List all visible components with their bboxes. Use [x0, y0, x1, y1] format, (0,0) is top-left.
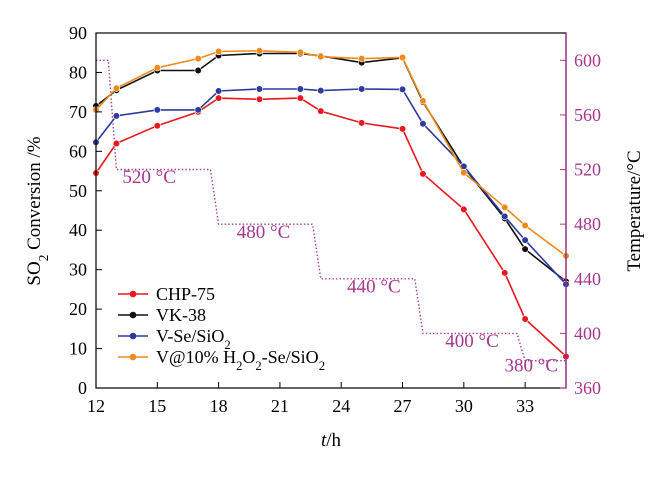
y-tick-label: 20 [69, 299, 87, 319]
data-point [501, 212, 509, 221]
y-tick-label: 60 [69, 141, 87, 161]
y2-tick-label: 520 [574, 160, 601, 180]
data-point [194, 55, 202, 63]
axes-layer: 12 15 18 21 24 27 30 33 0 10 20 30 40 50 60 70 80 90 360 40… [69, 23, 601, 416]
x-tick-label: 18 [210, 396, 228, 416]
x-tick-label: 33 [516, 396, 534, 416]
data-point [215, 87, 223, 95]
data-point [153, 106, 161, 114]
x-tick-label: 12 [87, 396, 105, 416]
data-point [194, 66, 202, 75]
y-axis-title: SO2 Conversion /% [24, 136, 51, 285]
data-point [112, 112, 121, 120]
x-tick-label: 21 [271, 396, 289, 416]
data-point [358, 85, 366, 93]
data-point [153, 122, 161, 130]
data-point [419, 97, 427, 105]
x-tick-label: 30 [455, 396, 473, 416]
data-point [501, 203, 509, 211]
y2-tick-label: 600 [574, 50, 601, 70]
x-tick-label: 15 [148, 396, 166, 416]
y-tick-label: 50 [69, 181, 87, 201]
x-axis-title: t/h [321, 430, 342, 451]
y-tick-label: 40 [69, 220, 87, 240]
data-point [317, 86, 325, 95]
temperature-annotation: 480 °C [237, 222, 291, 243]
data-point [419, 170, 427, 178]
series-3 [92, 47, 570, 260]
data-point [296, 48, 304, 56]
series-line [95, 49, 567, 257]
data-point [460, 205, 468, 213]
legend-label: V-Se/SiO2 [156, 326, 231, 352]
y2-tick-label: 440 [574, 269, 601, 289]
data-point [521, 245, 529, 253]
y2-tick-label: 560 [574, 105, 601, 125]
data-point [215, 47, 223, 56]
legend-item: CHP-75 [118, 284, 215, 304]
temperature-annotation: 380 °C [504, 356, 558, 377]
temperature-annotation: 400 °C [445, 331, 499, 352]
data-point [398, 53, 407, 62]
temperature-annotation: 520 °C [122, 167, 176, 188]
data-point [460, 169, 468, 177]
data-point [255, 47, 264, 55]
data-point [296, 85, 304, 93]
y-tick-label: 70 [69, 102, 87, 122]
data-point [358, 55, 366, 63]
legend-label: CHP-75 [156, 284, 215, 304]
temperature-profile-layer [96, 59, 566, 362]
y-tick-label: 90 [69, 23, 87, 43]
legend-label: VK-38 [156, 305, 206, 325]
data-point [255, 85, 264, 93]
data-point [317, 107, 325, 115]
data-point [521, 236, 529, 244]
legend-swatch-marker [129, 353, 137, 361]
y2-axis-title: Temperature/°C [624, 150, 645, 271]
y-tick-label: 0 [78, 378, 87, 398]
data-point [112, 139, 121, 148]
data-point [194, 106, 202, 114]
series-2 [92, 85, 570, 288]
data-point [521, 315, 529, 323]
y2-tick-label: 360 [574, 378, 601, 398]
data-point [398, 125, 407, 133]
y2-tick-label: 480 [574, 214, 601, 234]
data-point [521, 221, 529, 230]
y-tick-label: 80 [69, 62, 87, 82]
legend-item: V@10% H2O2-Se/SiO2 [118, 347, 325, 373]
y-tick-label: 10 [69, 339, 87, 359]
x-tick-label: 24 [332, 396, 350, 416]
temperature-profile-line [96, 59, 566, 362]
data-point [398, 85, 407, 94]
data-point [501, 269, 509, 277]
data-point [255, 95, 264, 103]
data-point [358, 119, 366, 127]
series-layer [92, 47, 570, 361]
legend-swatch-marker [129, 332, 137, 340]
legend-swatch-marker [129, 311, 137, 319]
legend-item: V-Se/SiO2 [118, 326, 231, 352]
temperature-annotation: 440 °C [347, 276, 401, 297]
legend-item: VK-38 [118, 305, 206, 325]
x-tick-label: 27 [394, 396, 412, 416]
y2-tick-label: 400 [574, 323, 601, 343]
y-tick-label: 30 [69, 260, 87, 280]
data-point [296, 94, 304, 102]
data-point [153, 64, 161, 72]
legend-swatch-marker [129, 290, 137, 298]
data-point [112, 84, 121, 92]
data-point [317, 53, 325, 61]
data-point [419, 120, 427, 128]
legend-label: V@10% H2O2-Se/SiO2 [156, 347, 325, 373]
data-point [215, 94, 223, 102]
